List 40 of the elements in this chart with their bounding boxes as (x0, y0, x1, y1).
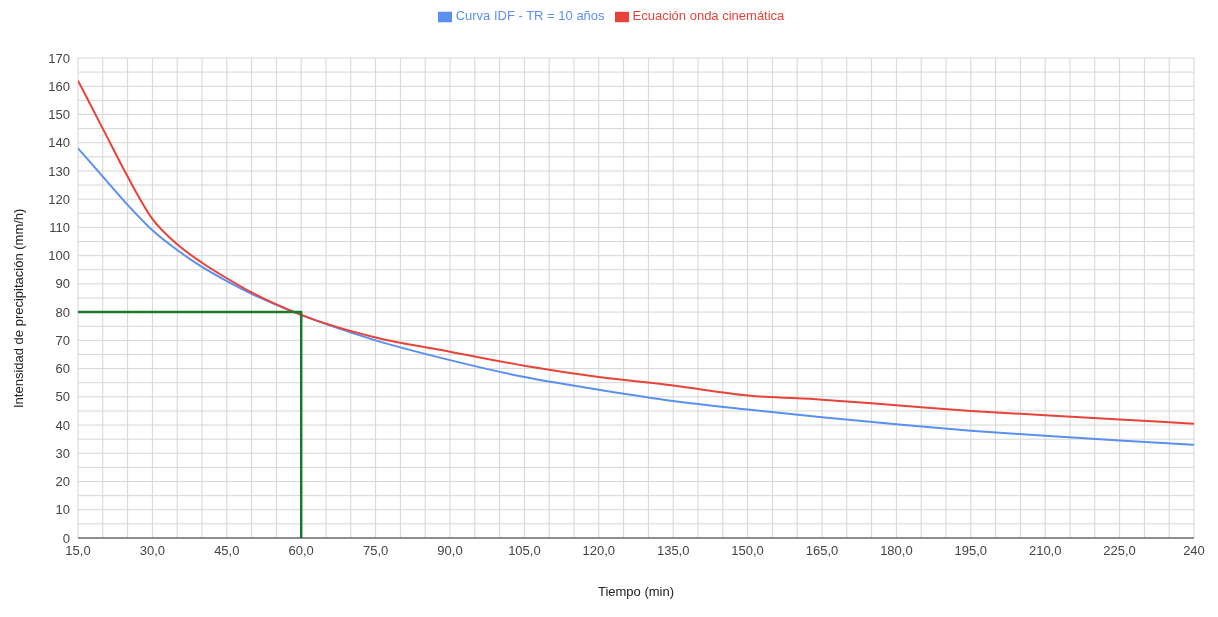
line-series (78, 147, 1194, 446)
y-axis-title: Intensidad de precipitación (mm/h) (10, 208, 26, 408)
x-tick-label: 75,0 (362, 543, 389, 559)
x-tick-label: 90,0 (437, 543, 463, 559)
x-tick-label: 225,0 (1103, 543, 1136, 559)
y-tick-label: 120 (48, 191, 70, 207)
y-tick-label: 80 (55, 304, 70, 320)
y-tick-label: 10 (55, 502, 70, 518)
x-tick-label: 15,0 (65, 543, 91, 559)
legend-label: Ecuación onda cinemática (632, 8, 785, 23)
y-tick-label: 60 (55, 361, 70, 377)
y-tick-label: 20 (55, 474, 70, 490)
y-tick-label: 160 (48, 78, 70, 94)
x-tick-label: 135,0 (656, 543, 690, 559)
x-tick-label: 240 (1183, 543, 1205, 559)
x-tick-label: 150,0 (731, 543, 764, 559)
y-tick-label: 50 (55, 389, 70, 405)
y-tick-label: 140 (48, 135, 70, 151)
y-tick-label: 40 (55, 417, 70, 433)
legend-label: Curva IDF - TR = 10 años (455, 8, 605, 23)
x-tick-label: 30,0 (139, 543, 166, 559)
x-tick-label: 180,0 (880, 543, 913, 559)
x-tick-label: 105,0 (508, 543, 541, 559)
x-tick-label: 120,0 (582, 543, 616, 559)
y-tick-label: 0 (62, 530, 70, 546)
y-tick-label: 100 (48, 248, 70, 264)
y-tick-label: 90 (55, 276, 70, 292)
y-tick-label: 30 (55, 445, 70, 461)
x-tick-label: 165,0 (805, 543, 839, 559)
x-tick-label: 210,0 (1028, 543, 1062, 559)
y-tick-label: 170 (48, 50, 70, 66)
y-tick-label: 110 (49, 220, 70, 236)
x-axis-title: Tiempo (min) (597, 584, 675, 599)
y-tick-label: 70 (55, 332, 70, 348)
x-tick-label: 195,0 (954, 543, 988, 559)
y-tick-label: 150 (48, 107, 70, 123)
line-series (78, 79, 1194, 425)
x-tick-label: 60,0 (288, 543, 314, 559)
y-tick-label: 130 (48, 163, 70, 179)
x-tick-label: 45,0 (214, 543, 240, 559)
